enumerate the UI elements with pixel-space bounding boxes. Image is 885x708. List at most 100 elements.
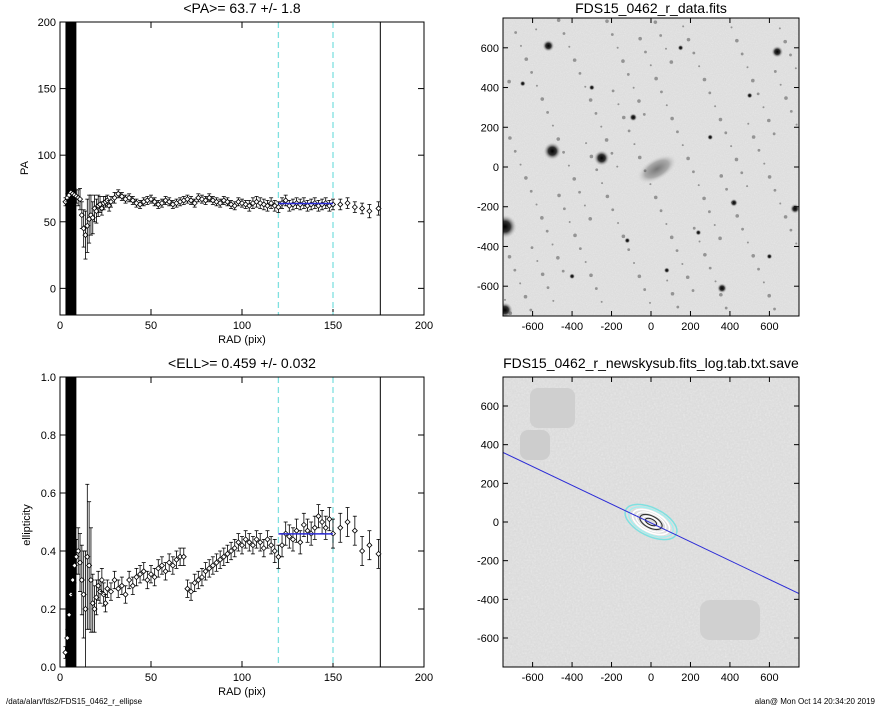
- faint-source: [562, 32, 566, 35]
- pa-x-tick-label: 100: [233, 320, 251, 332]
- faint-source: [584, 85, 587, 88]
- faint-source: [746, 66, 749, 69]
- faint-source: [626, 73, 630, 76]
- pa-y-axis-label: PA: [19, 160, 31, 175]
- ell-data-point: [322, 524, 329, 531]
- faint-source: [713, 224, 716, 227]
- faint-source: [654, 76, 658, 81]
- pa-data-point: [231, 202, 238, 209]
- ell-data-point: [180, 553, 187, 560]
- star-source: [629, 113, 638, 122]
- faint-source: [530, 71, 534, 74]
- star-source: [729, 198, 738, 207]
- faint-source: [633, 261, 636, 264]
- ell-data-point: [337, 524, 344, 531]
- ell-data-point: [375, 550, 382, 557]
- faint-source: [567, 164, 570, 167]
- faint-source: [562, 150, 565, 154]
- faint-source: [685, 275, 690, 280]
- faint-source: [507, 79, 511, 84]
- img1-x-tick-label: 600: [760, 321, 778, 333]
- faint-source: [546, 110, 549, 114]
- faint-source: [773, 307, 776, 311]
- ell-data-point: [162, 568, 169, 575]
- data-image-panel: FDS15_0462_r_data.fits -600 -400 -200 0 200 4…: [477, 0, 800, 333]
- pa-plot-frame: [59, 21, 425, 316]
- faint-source: [714, 105, 717, 108]
- ell-data-point: [166, 559, 173, 566]
- faint-source: [545, 229, 549, 233]
- pa-data-point: [359, 205, 366, 212]
- faint-source: [589, 273, 593, 278]
- faint-source: [724, 306, 728, 310]
- pa-data-point: [137, 201, 144, 208]
- faint-source: [795, 242, 798, 245]
- faint-source: [540, 97, 545, 101]
- faint-source: [605, 19, 609, 23]
- img2-x-tick-label: -600: [522, 672, 544, 684]
- ellipticity-profile-panel: <ELL>= 0.459 +/- 0.032 ellipticity RAD (…: [21, 355, 433, 698]
- pa-data-point: [375, 205, 382, 212]
- faint-source: [762, 106, 765, 109]
- ell-data-point: [144, 576, 151, 584]
- faint-source: [653, 20, 658, 24]
- residual-image: [503, 377, 799, 667]
- faint-source: [523, 294, 528, 299]
- faint-source: [519, 282, 522, 285]
- faint-source: [740, 52, 744, 56]
- target-galaxy: [637, 154, 677, 184]
- faint-source: [682, 25, 685, 28]
- star-source: [543, 142, 562, 161]
- img2-y-tick-label: -200: [477, 556, 499, 568]
- faint-source: [637, 155, 642, 160]
- faint-source: [578, 190, 581, 194]
- faint-source: [643, 288, 647, 291]
- faint-source: [670, 291, 675, 296]
- faint-source: [540, 272, 545, 277]
- faint-source: [556, 255, 560, 260]
- ell-data-point: [231, 545, 238, 552]
- faint-source: [664, 47, 667, 50]
- faint-source: [572, 177, 577, 181]
- pa-data-point: [202, 197, 209, 204]
- pa-x-tick-label: 0: [57, 320, 63, 332]
- ell-data-point: [228, 547, 235, 555]
- ell-data-point: [126, 576, 133, 584]
- ell-core-block: [65, 377, 77, 667]
- faint-source: [681, 262, 684, 265]
- ell-data-point: [187, 588, 195, 595]
- ell-data-point: [271, 547, 278, 555]
- ell-data-point: [238, 542, 246, 549]
- faint-source: [725, 187, 728, 191]
- pa-data-point: [337, 201, 344, 208]
- faint-source: [697, 184, 700, 187]
- faint-source: [632, 86, 635, 89]
- faint-source: [718, 236, 722, 241]
- data-image-frame: [502, 17, 800, 317]
- pa-x-tick-label: 200: [415, 320, 433, 332]
- faint-source: [638, 36, 642, 41]
- faint-source: [616, 46, 619, 49]
- ell-data-point: [66, 611, 73, 618]
- img1-y-tick-label: -600: [477, 281, 499, 293]
- faint-source: [675, 249, 679, 253]
- ell-data-point: [260, 545, 267, 552]
- faint-source: [601, 182, 604, 185]
- img2-y-tick-label: -400: [477, 594, 499, 606]
- faint-source: [708, 266, 712, 270]
- img1-y-tick-label: 600: [481, 43, 499, 55]
- faint-source: [621, 115, 626, 120]
- faint-source: [644, 50, 647, 54]
- pa-data-point: [151, 198, 158, 205]
- ell-data-point: [217, 556, 224, 563]
- faint-source: [718, 117, 723, 122]
- img2-y-tick-label: 600: [481, 401, 499, 413]
- ell-x-tick-label: 50: [145, 672, 157, 684]
- faint-source: [616, 165, 619, 168]
- faint-source: [519, 44, 522, 47]
- ell-data-point: [315, 513, 322, 520]
- faint-source: [617, 222, 620, 225]
- ell-data-point: [257, 539, 264, 546]
- ell-data-point: [220, 553, 227, 560]
- faint-source: [730, 26, 733, 29]
